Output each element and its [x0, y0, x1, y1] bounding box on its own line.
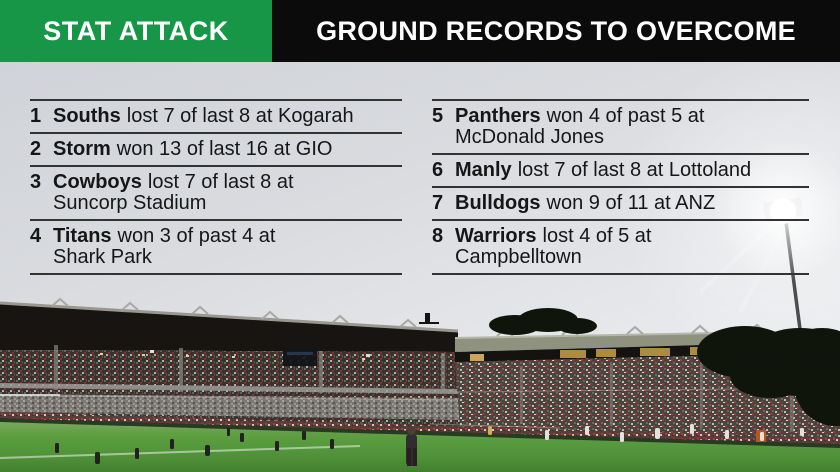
records-column-left: 1 Souths lost 7 of last 8 at Kogarah 2 Stor… [30, 99, 402, 275]
record-item-3: 3 Cowboys lost 7 of last 8 at Suncorp Stadi… [30, 165, 402, 219]
record-item-6: 6 Manly lost 7 of last 8 at Lottoland [432, 153, 809, 186]
roof-trusses [51, 297, 417, 328]
record-text: won 4 of past 5 at [546, 105, 705, 127]
record-text: won 3 of past 4 at [117, 225, 276, 247]
player-foreground [406, 427, 417, 466]
page-title: GROUND RECORDS TO OVERCOME [272, 0, 840, 62]
team-name: Titans [53, 225, 112, 247]
record-item-1: 1 Souths lost 7 of last 8 at Kogarah [30, 99, 402, 132]
team-name: Warriors [455, 225, 537, 247]
stadium-photo [0, 62, 840, 472]
record-item-4: 4 Titans won 3 of past 4 at Shark Park [30, 219, 402, 275]
team-name: Manly [455, 159, 512, 181]
cameraman [419, 313, 439, 324]
record-number: 3 [30, 171, 42, 193]
stat-attack-badge: STAT ATTACK [0, 0, 272, 62]
record-item-7: 7 Bulldogs won 9 of 11 at ANZ [432, 186, 809, 219]
team-name: Souths [53, 105, 121, 127]
record-text-line2: Suncorp Stadium [53, 192, 207, 214]
floodlight-icon [698, 142, 840, 353]
record-item-5: 5 Panthers won 4 of past 5 at McDonald Jone… [432, 99, 809, 153]
sideline-marking [0, 445, 361, 459]
record-number: 1 [30, 105, 42, 127]
players-dark-team [55, 428, 334, 464]
players-white-team [545, 424, 804, 442]
pillars [54, 345, 445, 393]
record-text: won 9 of 11 at ANZ [546, 192, 716, 214]
pillars [520, 362, 794, 432]
record-text-line2: Shark Park [53, 246, 152, 268]
record-text: lost 7 of last 8 at Lottoland [517, 159, 752, 181]
record-number: 6 [432, 159, 444, 181]
record-text: won 13 of last 16 at GIO [116, 138, 333, 160]
team-name: Cowboys [53, 171, 142, 193]
record-text: lost 7 of last 8 at Kogarah [126, 105, 354, 127]
record-number: 2 [30, 138, 42, 160]
left-grandstand [0, 297, 460, 428]
record-text-line2: Campbelltown [455, 246, 582, 268]
record-item-8: 8 Warriors lost 4 of 5 at Campbelltown [432, 219, 809, 275]
ground-records-list: 1 Souths lost 7 of last 8 at Kogarah 2 Stor… [30, 99, 809, 275]
record-item-2: 2 Storm won 13 of last 16 at GIO [30, 132, 402, 165]
record-number: 4 [30, 225, 42, 247]
scoreboard-screen [283, 348, 317, 366]
team-name: Bulldogs [455, 192, 541, 214]
trees [489, 308, 840, 426]
record-number: 5 [432, 105, 444, 127]
referee [488, 426, 492, 435]
record-number: 8 [432, 225, 444, 247]
team-name: Panthers [455, 105, 541, 127]
record-text-line2: McDonald Jones [455, 126, 604, 148]
record-text: lost 4 of 5 at [542, 225, 652, 247]
team-name: Storm [53, 138, 111, 160]
header-bar: STAT ATTACK GROUND RECORDS TO OVERCOME [0, 0, 840, 62]
record-text: lost 7 of last 8 at [147, 171, 294, 193]
record-number: 7 [432, 192, 444, 214]
records-column-right: 5 Panthers won 4 of past 5 at McDonald Jone… [432, 99, 809, 275]
field [0, 422, 840, 472]
